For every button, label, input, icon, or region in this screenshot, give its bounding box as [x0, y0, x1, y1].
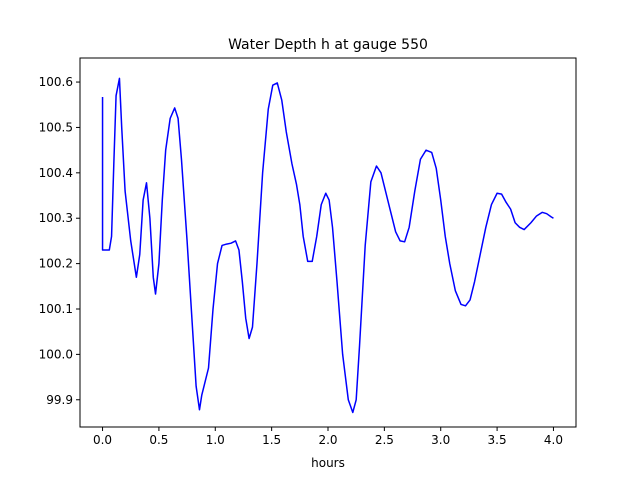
- x-tick-label: 2.0: [318, 433, 337, 447]
- x-tick-label: 4.0: [544, 433, 563, 447]
- y-tick-label: 100.6: [39, 75, 73, 89]
- x-tick-label: 1.0: [206, 433, 225, 447]
- plot-area: 0.0 0.5 1.0 1.5 2.0 2.5 3.0 3.5 4.0 99.9 100.0 100.…: [39, 57, 577, 447]
- x-tick-label: 2.5: [375, 433, 394, 447]
- y-tick-label: 100.4: [39, 166, 73, 180]
- y-tick-label: 100.1: [39, 302, 73, 316]
- x-tick-label: 0.5: [149, 433, 168, 447]
- y-tick-label: 100.5: [39, 120, 73, 134]
- y-tick-label: 100.2: [39, 257, 73, 271]
- x-tick-label: 3.0: [431, 433, 450, 447]
- x-axis-label: hours: [311, 456, 345, 470]
- x-tick-label: 0.0: [93, 433, 112, 447]
- series-line-0: [101, 77, 554, 414]
- chart-title: Water Depth h at gauge 550: [228, 37, 428, 53]
- y-tick-label: 99.9: [46, 393, 73, 407]
- y-tick-label: 100.0: [39, 347, 73, 361]
- x-tick-label: 3.5: [488, 433, 507, 447]
- y-tick-label: 100.3: [39, 211, 73, 225]
- x-tick-label: 1.5: [262, 433, 281, 447]
